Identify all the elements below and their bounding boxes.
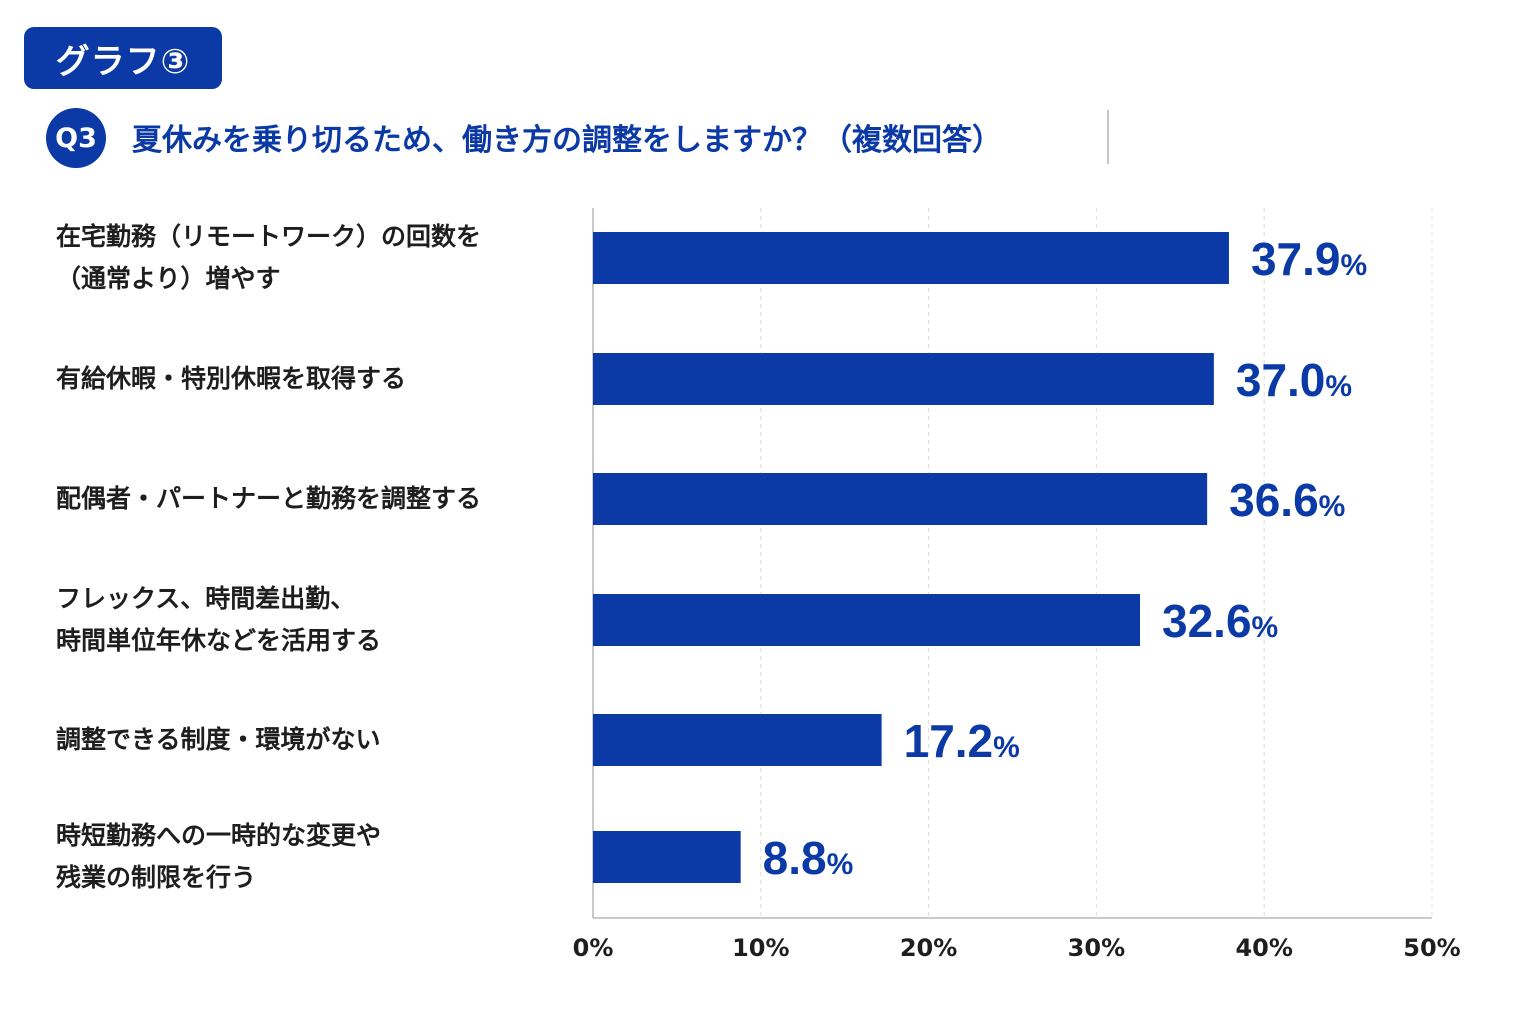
x-tick-label: 10%: [732, 934, 789, 962]
x-tick-label: 30%: [1068, 934, 1125, 962]
category-label: 時短勤務への一時的な変更や 残業の制限を行う: [56, 821, 382, 892]
graph-badge-label: グラフ③: [55, 41, 191, 82]
graph-badge: グラフ③: [24, 27, 222, 89]
x-tick-label: 0%: [573, 934, 614, 962]
bar: [593, 473, 1208, 525]
bar: [593, 353, 1214, 405]
question-number: Q3: [55, 122, 97, 154]
bar-value-unit: %: [827, 848, 854, 881]
bar-value-unit: %: [993, 731, 1020, 764]
bar-value-label: 8.8%: [763, 832, 854, 884]
bar-value-label: 32.6%: [1162, 595, 1278, 647]
category-label: 在宅勤務（リモートワーク）の回数を （通常より）増やす: [56, 222, 482, 293]
bar: [593, 232, 1229, 284]
x-tick-label: 20%: [900, 934, 957, 962]
bar: [593, 594, 1141, 646]
category-label: フレックス、時間差出勤、 時間単位年休などを活用する: [56, 584, 382, 655]
bar-value-label: 36.6%: [1229, 474, 1345, 526]
x-tick-label: 40%: [1235, 934, 1292, 962]
category-label: 配偶者・パートナーと勤務を調整する: [56, 484, 482, 513]
category-label: 調整できる制度・環境がない: [56, 725, 381, 754]
title-divider: [1107, 110, 1109, 164]
bar-value-unit: %: [1252, 611, 1279, 644]
bar: [593, 714, 882, 766]
bar-value-unit: %: [1340, 249, 1367, 282]
question-number-badge: Q3: [46, 108, 106, 168]
bar-value-label: 17.2%: [904, 715, 1020, 767]
question-title: 夏休みを乗り切るため、働き方の調整をしますか？（複数回答）: [132, 123, 1002, 158]
bar-value-label: 37.0%: [1236, 354, 1352, 406]
x-tick-label: 50%: [1403, 934, 1460, 962]
bar-value-label: 37.9%: [1251, 233, 1367, 285]
category-label: 有給休暇・特別休暇を取得する: [56, 364, 407, 393]
bar-value-unit: %: [1319, 490, 1346, 523]
bar-value-unit: %: [1325, 370, 1352, 403]
bar: [593, 831, 741, 883]
